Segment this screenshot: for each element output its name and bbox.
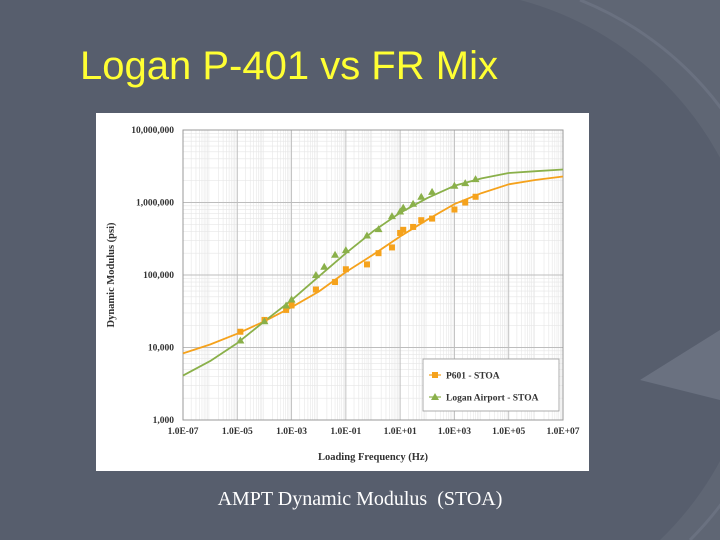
legend: P601 - STOA Logan Airport - STOA: [422, 358, 560, 412]
logan-data-point: [320, 262, 329, 270]
logan-data-point: [461, 179, 470, 187]
logan-data-point: [396, 207, 405, 215]
p601-data-point: [237, 328, 244, 335]
legend-entry: P601 - STOA: [446, 372, 500, 382]
logan-data-point: [260, 317, 269, 325]
logan-data-point: [341, 246, 350, 254]
p601-data-point: [288, 302, 295, 309]
slide-title: Logan P-401 vs FR Mix: [80, 44, 498, 88]
logan-data-point: [287, 295, 296, 303]
p601-data-point: [342, 266, 349, 273]
p601-data-point: [462, 199, 469, 206]
logan-data-point: [311, 271, 320, 278]
x-tick-label: 1.0E-01: [330, 427, 361, 437]
p601-data-point: [472, 193, 479, 200]
p601-data-point: [312, 286, 319, 293]
x-tick-label: 1.0E-05: [222, 427, 253, 437]
p601-data-point: [400, 226, 407, 233]
legend-marker: [432, 372, 438, 378]
x-tick-label: 1.0E+03: [438, 427, 471, 437]
chart-svg: 1.0E-07 1.0E-05 1.0E-03 1.0E-01 1.0E+01 1.0E+…: [106, 126, 580, 463]
p601-data-point: [375, 250, 382, 257]
x-tick-label: 1.0E-07: [168, 427, 199, 437]
y-tick-label: 10,000,000: [131, 126, 174, 136]
y-axis-label: Dynamic Modulus (psi): [106, 222, 117, 328]
p601-data-point: [397, 229, 404, 236]
fit-curve-p601: [182, 175, 564, 355]
x-tick-label: 1.0E-03: [276, 427, 307, 437]
slide-caption: AMPT Dynamic Modulus (STOA): [217, 488, 503, 510]
logan-data-point: [409, 199, 418, 207]
x-tick-label: 1.0E+05: [492, 427, 525, 437]
x-tick-label: 1.0E+07: [546, 427, 579, 437]
logan-data-point: [387, 212, 396, 220]
logan-data-point: [282, 301, 291, 309]
p601-data-point: [429, 215, 436, 222]
chart-container: 1.0E-07 1.0E-05 1.0E-03 1.0E-01 1.0E+01 1.0E+…: [96, 113, 589, 471]
p601-data-point: [410, 223, 417, 230]
y-tick-label: 10,000: [148, 344, 174, 354]
legend-marker: [431, 393, 439, 400]
p601-data-point: [332, 279, 339, 286]
logan-data-point: [450, 181, 459, 189]
logan-data-point: [374, 225, 383, 233]
p601-data-point: [363, 261, 370, 268]
p601-data-point: [418, 217, 425, 224]
p601-data-point: [283, 306, 290, 313]
x-tick-label: 1.0E+01: [384, 427, 417, 437]
y-tick-label: 100,000: [143, 271, 174, 281]
x-axis-label: Loading Frequency (Hz): [318, 452, 429, 463]
y-tick-label: 1,000: [153, 416, 175, 426]
legend-box: [422, 358, 560, 412]
logan-data-point: [362, 231, 371, 239]
y-tick-label: 1,000,000: [136, 199, 174, 209]
p601-data-point: [388, 244, 395, 251]
logan-data-point: [428, 187, 437, 195]
fit-curve-logan: [182, 168, 564, 377]
logan-data-point: [471, 175, 480, 183]
p601-data-point: [451, 206, 458, 213]
logan-data-point: [331, 250, 340, 258]
logan-data-point: [399, 203, 408, 211]
logan-data-point: [417, 192, 426, 200]
plot-frame: [182, 129, 564, 421]
logan-data-point: [236, 336, 245, 344]
legend-entry: Logan Airport - STOA: [446, 394, 539, 404]
